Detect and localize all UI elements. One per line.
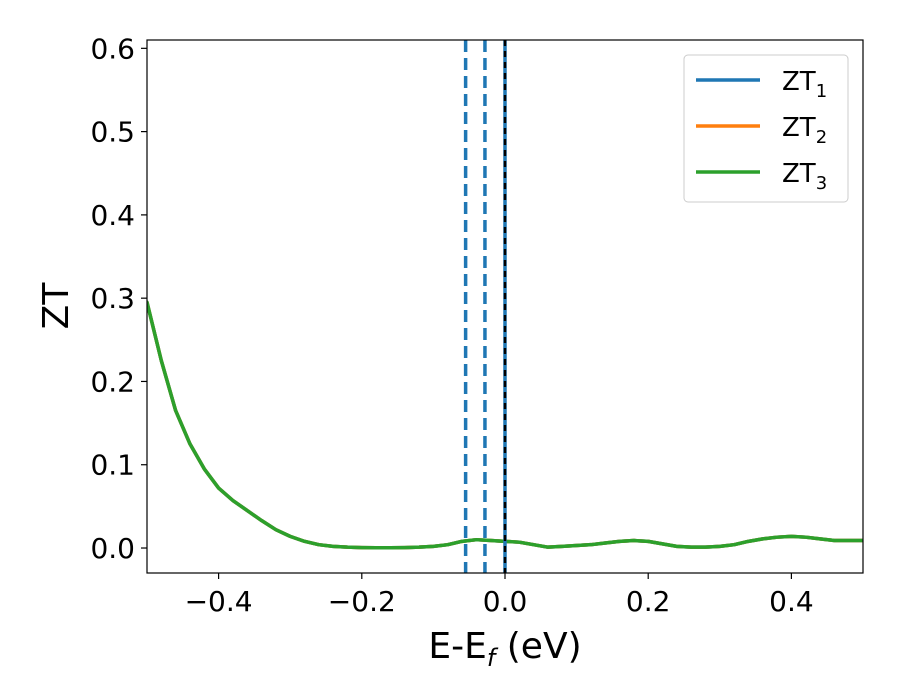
y-axis-title: ZT <box>36 282 77 330</box>
legend-label-zt2: ZT2 <box>782 113 827 148</box>
y-tick-label: 0.0 <box>90 532 135 565</box>
legend: ZT1 ZT2 ZT3 <box>683 54 849 203</box>
y-tick-label: 0.6 <box>90 32 135 65</box>
x-tick-label: 0.0 <box>483 585 528 618</box>
x-tick-label: −0.4 <box>185 585 253 618</box>
y-tick-label: 0.4 <box>90 199 135 232</box>
y-tick-label: 0.5 <box>90 116 135 149</box>
y-tick-label: 0.3 <box>90 282 135 315</box>
x-tick-label: −0.2 <box>328 585 396 618</box>
legend-label-zt1: ZT1 <box>782 67 827 102</box>
x-tick-label: 0.4 <box>769 585 814 618</box>
legend-box <box>683 54 849 203</box>
x-tick-label: 0.2 <box>626 585 671 618</box>
y-tick-label: 0.2 <box>90 365 135 398</box>
legend-label-zt3: ZT3 <box>782 159 827 194</box>
x-axis-title: E-Ef (eV) <box>428 626 581 672</box>
y-tick-label: 0.1 <box>90 449 135 482</box>
